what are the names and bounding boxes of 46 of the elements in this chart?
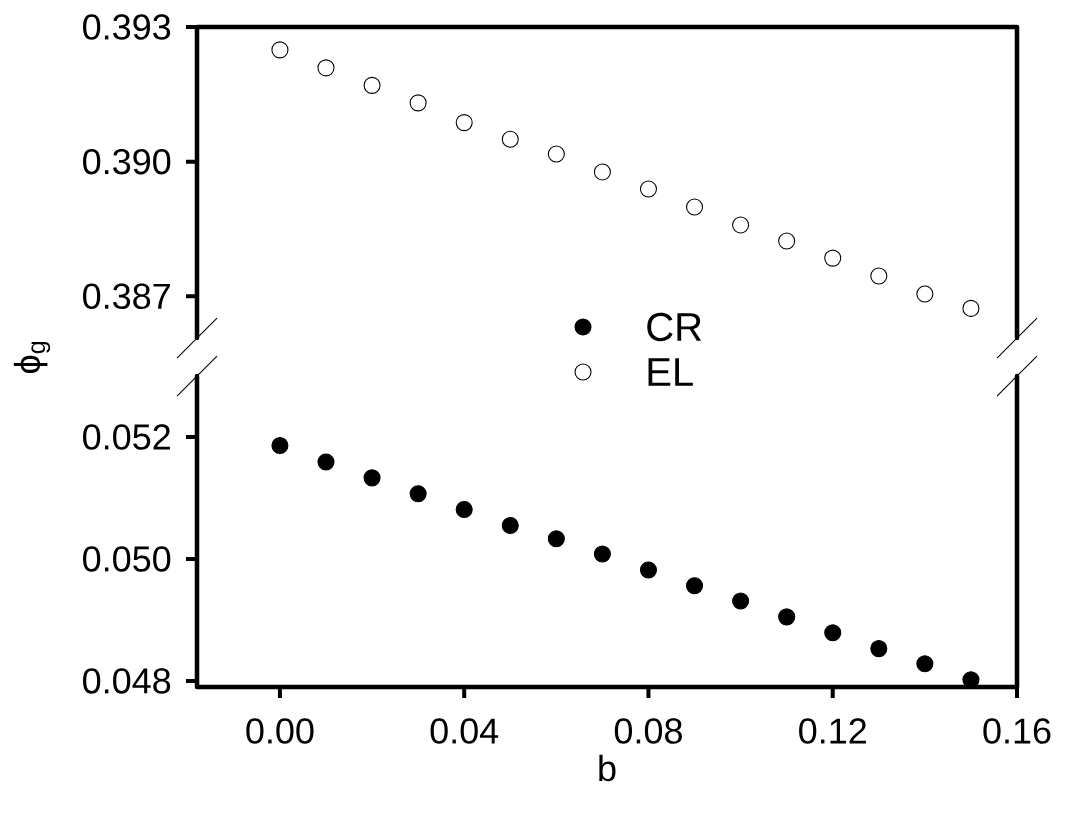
x-tick-label: 0.12 [799,718,866,744]
point [593,163,611,181]
point [639,561,658,579]
point [547,530,565,548]
point [593,545,611,563]
x-tick-label: 0.00 [246,718,314,744]
point [501,516,519,534]
point [409,485,427,503]
point [870,267,888,285]
y-tick-label: 0.048 [83,668,171,694]
point [317,59,335,77]
y-tick-label: 0.052 [83,424,170,450]
x-tick-label: 0.08 [614,718,682,744]
point [501,130,519,148]
y-tick-label: 0.050 [83,546,171,572]
point [732,216,750,234]
point [639,180,658,198]
point [271,436,289,455]
point [778,232,796,250]
point [870,640,888,658]
point [363,469,381,487]
point [778,608,796,626]
point [547,145,565,163]
x-axis-title: b [599,754,616,782]
text: CR [647,312,702,342]
point [685,198,704,216]
point [916,655,934,673]
point [455,501,473,519]
y-tick-label: 0.387 [83,283,170,310]
legend-label: EL [648,358,693,386]
point [824,249,842,267]
point [409,94,427,112]
point [317,453,335,471]
point [824,624,842,642]
x-tick-label: 0.04 [430,718,499,744]
point [455,114,473,132]
point [962,299,980,317]
point [271,41,289,59]
point [916,285,934,303]
y-tick-label: 0.390 [83,148,171,175]
y-tick-label: 0.393 [83,14,171,40]
point [732,592,750,610]
x-tick-label: 0.16 [983,718,1051,744]
point [363,76,381,94]
point [685,577,704,595]
y-axis-title: ϕ$_{g}$ [13,341,51,374]
